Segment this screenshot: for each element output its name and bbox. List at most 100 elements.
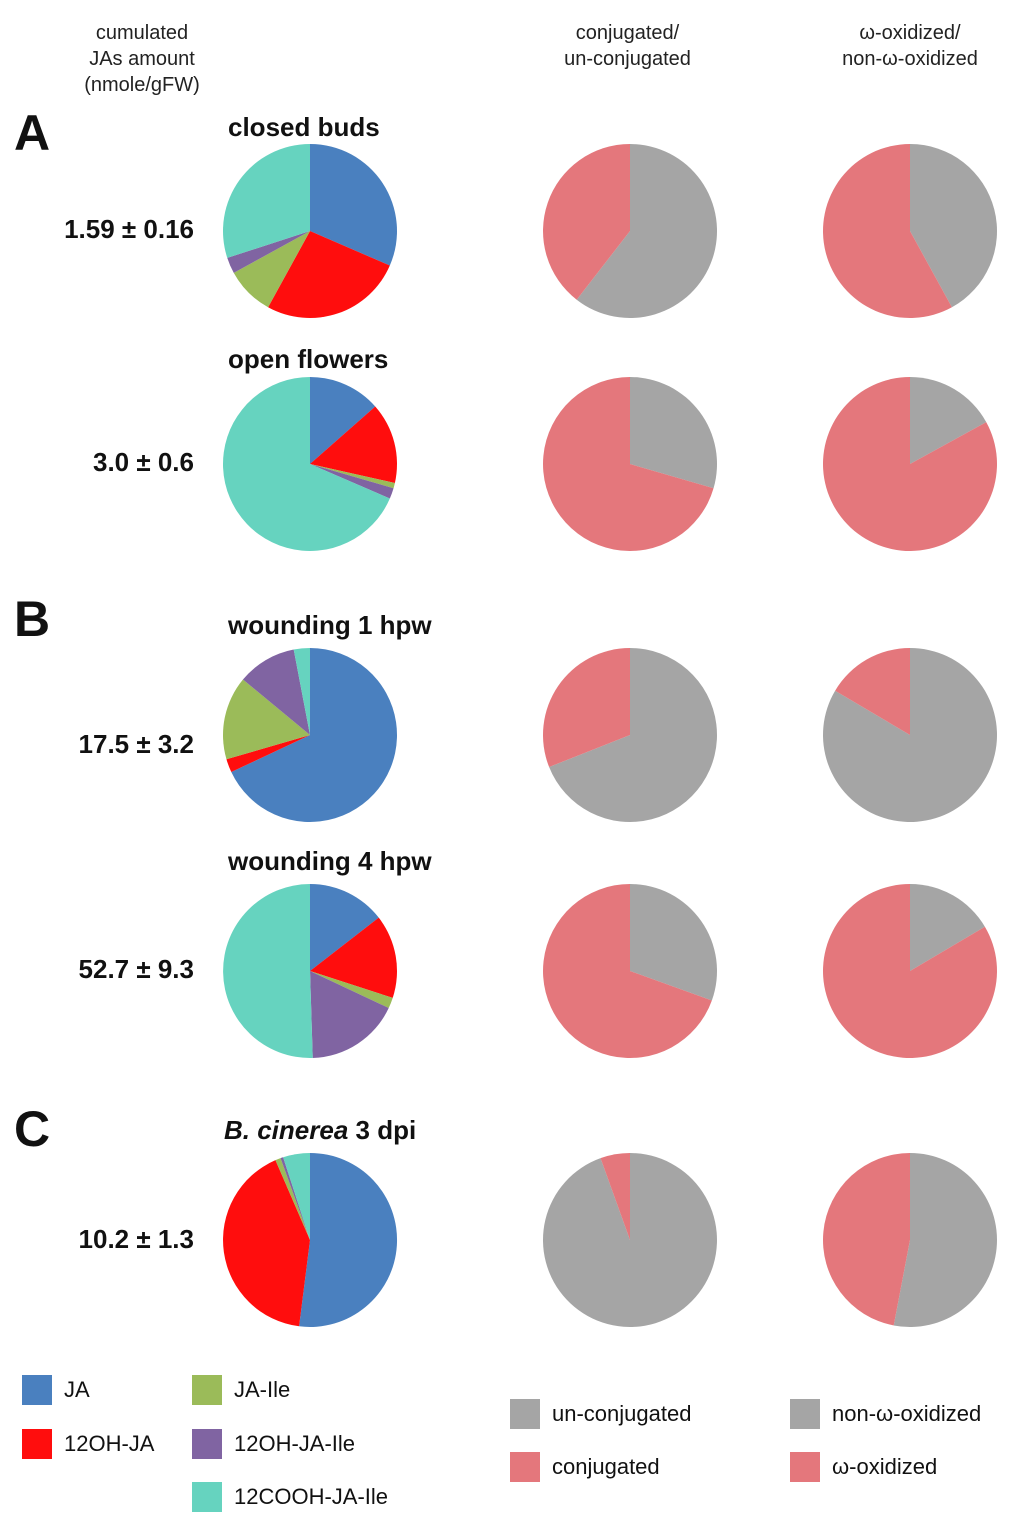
- pie-slice-non-oxidized: [893, 1153, 997, 1327]
- legend-item-12cooh-ja-ile: 12COOH-JA-Ile: [192, 1482, 388, 1512]
- pie-conjugation-b-cinerea: [542, 1153, 717, 1327]
- pie-slice-conjugated: [600, 1153, 630, 1240]
- panel-letter-b: B: [14, 591, 51, 647]
- pie-slice-un-conjugated: [630, 884, 718, 1001]
- pie-slice-oxidized: [822, 144, 952, 318]
- pie-slice-ja: [299, 1153, 398, 1327]
- legend-item-un-conjugated: un-conjugated: [510, 1399, 691, 1429]
- header-amount-line1: cumulated: [95, 22, 189, 44]
- pie-slice-un-conjugated: [542, 1153, 717, 1327]
- pie-slice-ja: [310, 377, 376, 464]
- header-conjugated: conjugated/ un-conjugated: [520, 20, 735, 72]
- pie-slice-oxidized: [822, 377, 997, 551]
- pie-slice-ja: [310, 884, 379, 971]
- condition-title-wounding-1hpw: wounding 1 hpw: [228, 610, 432, 640]
- amount-b-cinerea: 10.2 ± 1.3: [78, 1224, 194, 1254]
- header-amount-line3: (nmole/gFW): [84, 74, 200, 96]
- pie-oxidation-wounding-4hpw: [822, 884, 997, 1058]
- legend-label-12cooh-ja-ile: 12COOH-JA-Ile: [234, 1484, 389, 1509]
- pie-composition-closed-buds: [223, 144, 397, 318]
- legend-swatch-un-conjugated: [510, 1399, 540, 1429]
- pie-composition-wounding-1hpw: [222, 648, 398, 822]
- pie-conjugation-wounding-1hpw: [542, 648, 717, 822]
- pie-oxidation-wounding-1hpw: [823, 648, 998, 822]
- pie-slice-conjugated: [543, 884, 712, 1058]
- pie-oxidation-closed-buds: [822, 144, 997, 318]
- pie-slice-12oh-ja-ile: [310, 464, 394, 499]
- pie-slice-non-oxidized: [910, 884, 985, 971]
- amount-closed-buds: 1.59 ± 0.16: [64, 214, 194, 244]
- legend-label-un-conjugated: un-conjugated: [552, 1401, 692, 1426]
- legend-swatch-12oh-ja-ile: [192, 1429, 222, 1459]
- panel-letter-a: A: [14, 105, 51, 161]
- legend-label-12oh-ja-ile: 12OH-JA-Ile: [234, 1431, 356, 1456]
- legend-label-conjugated: conjugated: [552, 1454, 660, 1479]
- header-amount: cumulated JAs amount (nmole/gFW): [62, 20, 222, 98]
- pie-slice-12oh-ja: [268, 231, 390, 318]
- pie-slice-ja-ile: [310, 971, 393, 1009]
- legend-item-non-oxidized: non-ω-oxidized: [790, 1399, 981, 1429]
- pie-slice-12oh-ja-ile: [227, 231, 310, 273]
- pie-slice-12cooh-ja-ile: [283, 1153, 310, 1240]
- pie-composition-open-flowers: [222, 377, 397, 551]
- pie-oxidation-open-flowers: [822, 377, 997, 551]
- pie-composition-b-cinerea: [223, 1153, 398, 1327]
- legend-label-non-oxidized: non-ω-oxidized: [832, 1401, 982, 1426]
- header-oxidized: ω-oxidized/ non-ω-oxidized: [800, 20, 1020, 72]
- legend-label-12oh-ja: 12OH-JA: [64, 1431, 155, 1456]
- legend-item-oxidized: ω-oxidized: [790, 1452, 937, 1482]
- condition-title-b-cinerea-species: B. cinerea: [224, 1115, 349, 1145]
- condition-title-wounding-4hpw: wounding 4 hpw: [228, 846, 432, 876]
- legend-item-ja-ile: JA-Ile: [192, 1375, 290, 1405]
- pie-slice-12oh-ja: [226, 735, 310, 773]
- legend-swatch-non-oxidized: [790, 1399, 820, 1429]
- pie-slice-conjugated: [543, 377, 714, 551]
- header-oxidized-line1: ω-oxidized/: [859, 22, 961, 44]
- pie-slice-12oh-ja: [310, 917, 397, 998]
- pie-slice-un-conjugated: [576, 144, 718, 318]
- pie-slice-12cooh-ja-ile: [223, 144, 310, 258]
- amount-wounding-4hpw: 52.7 ± 9.3: [78, 954, 194, 984]
- legend-swatch-ja: [22, 1375, 52, 1405]
- legend-swatch-conjugated: [510, 1452, 540, 1482]
- pie-slice-ja-ile: [233, 231, 310, 308]
- pie-slice-12oh-ja: [310, 406, 397, 483]
- legend-label-ja-ile: JA-Ile: [234, 1377, 291, 1402]
- pie-slice-12oh-ja: [223, 1160, 310, 1327]
- pie-slice-12cooh-ja-ile: [222, 377, 390, 551]
- pie-slice-12oh-ja-ile: [242, 649, 310, 735]
- pie-conjugation-open-flowers: [543, 377, 718, 551]
- pie-oxidation-b-cinerea: [822, 1153, 997, 1327]
- pie-conjugation-closed-buds: [543, 144, 718, 318]
- legend-swatch-ja-ile: [192, 1375, 222, 1405]
- pie-slice-un-conjugated: [549, 648, 717, 822]
- legend-label-ja: JA: [64, 1377, 90, 1402]
- pie-conjugation-wounding-4hpw: [543, 884, 718, 1058]
- pie-slice-oxidized: [822, 1153, 910, 1326]
- panel-letter-c: C: [14, 1101, 51, 1157]
- pie-slice-12cooh-ja-ile: [293, 648, 310, 735]
- pie-composition-wounding-4hpw: [223, 884, 397, 1058]
- pie-slice-conjugated: [543, 144, 630, 300]
- header-oxidized-line2: non-ω-oxidized: [842, 48, 978, 70]
- pie-slice-ja-ile: [222, 679, 310, 760]
- pie-slice-un-conjugated: [630, 377, 718, 489]
- condition-title-b-cinerea-time: 3 dpi: [348, 1115, 417, 1145]
- condition-title-closed-buds: closed buds: [228, 112, 380, 142]
- pie-slice-oxidized: [835, 648, 910, 735]
- legend-item-conjugated: conjugated: [510, 1452, 660, 1482]
- condition-title-b-cinerea: B. cinerea 3 dpi: [224, 1115, 416, 1145]
- pie-slice-ja-ile: [275, 1158, 310, 1240]
- header-conjugated-line1: conjugated/: [575, 22, 680, 44]
- header-amount-line2: JAs amount: [89, 48, 195, 70]
- legend-swatch-oxidized: [790, 1452, 820, 1482]
- amount-wounding-1hpw: 17.5 ± 3.2: [78, 729, 194, 759]
- pie-slice-oxidized: [822, 884, 997, 1058]
- pie-slice-ja-ile: [310, 464, 395, 489]
- legend-swatch-12cooh-ja-ile: [192, 1482, 222, 1512]
- legend-label-oxidized: ω-oxidized: [832, 1454, 938, 1479]
- condition-title-open-flowers: open flowers: [228, 344, 389, 374]
- pie-slice-non-oxidized: [910, 144, 997, 308]
- pie-slice-ja: [310, 144, 397, 266]
- pie-slice-12oh-ja-ile: [280, 1157, 310, 1240]
